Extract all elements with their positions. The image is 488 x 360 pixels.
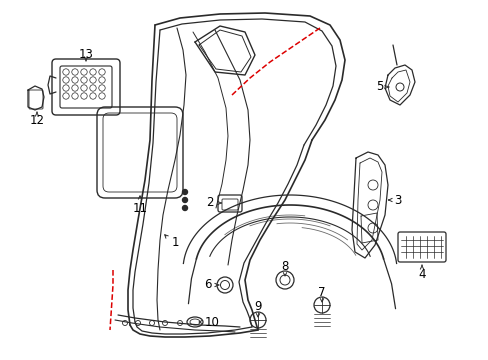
- Text: 8: 8: [281, 260, 288, 273]
- Text: 2: 2: [206, 197, 213, 210]
- Text: 9: 9: [254, 301, 261, 314]
- Text: 5: 5: [376, 81, 383, 94]
- Text: 13: 13: [79, 48, 93, 60]
- Text: 10: 10: [204, 315, 219, 328]
- Text: 7: 7: [318, 285, 325, 298]
- Text: 3: 3: [393, 194, 401, 207]
- Circle shape: [182, 206, 187, 211]
- Text: 4: 4: [417, 267, 425, 280]
- Circle shape: [182, 198, 187, 202]
- Circle shape: [182, 189, 187, 194]
- Text: 1: 1: [171, 235, 179, 248]
- Text: 11: 11: [132, 202, 147, 215]
- Text: 12: 12: [29, 113, 44, 126]
- Text: 6: 6: [204, 279, 211, 292]
